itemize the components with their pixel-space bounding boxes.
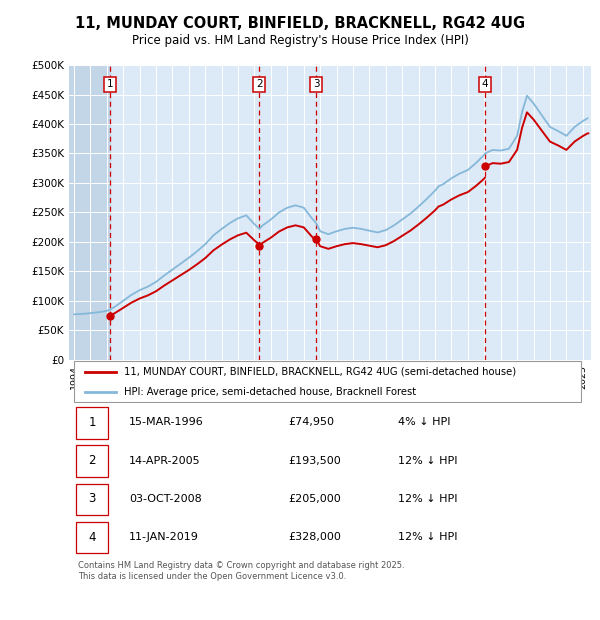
Text: HPI: Average price, semi-detached house, Bracknell Forest: HPI: Average price, semi-detached house,…: [124, 387, 416, 397]
Text: 12% ↓ HPI: 12% ↓ HPI: [398, 494, 457, 504]
Text: 1: 1: [107, 79, 113, 89]
Text: £193,500: £193,500: [288, 456, 341, 466]
FancyBboxPatch shape: [76, 522, 108, 553]
Text: 2: 2: [256, 79, 263, 89]
Text: 2: 2: [88, 454, 96, 467]
Text: 14-APR-2005: 14-APR-2005: [129, 456, 200, 466]
Text: Contains HM Land Registry data © Crown copyright and database right 2025.
This d: Contains HM Land Registry data © Crown c…: [79, 560, 405, 582]
FancyBboxPatch shape: [76, 407, 108, 438]
FancyBboxPatch shape: [76, 445, 108, 477]
Text: 15-MAR-1996: 15-MAR-1996: [129, 417, 204, 427]
FancyBboxPatch shape: [74, 361, 581, 402]
Text: 12% ↓ HPI: 12% ↓ HPI: [398, 532, 457, 542]
Bar: [69, 65, 110, 360]
Text: £74,950: £74,950: [288, 417, 334, 427]
Text: 4: 4: [482, 79, 488, 89]
Text: 3: 3: [88, 492, 95, 505]
Text: 12% ↓ HPI: 12% ↓ HPI: [398, 456, 457, 466]
Text: 11, MUNDAY COURT, BINFIELD, BRACKNELL, RG42 4UG: 11, MUNDAY COURT, BINFIELD, BRACKNELL, R…: [75, 16, 525, 31]
Text: 11, MUNDAY COURT, BINFIELD, BRACKNELL, RG42 4UG (semi-detached house): 11, MUNDAY COURT, BINFIELD, BRACKNELL, R…: [124, 366, 516, 376]
FancyBboxPatch shape: [76, 484, 108, 515]
Text: 4: 4: [88, 531, 96, 544]
Text: 03-OCT-2008: 03-OCT-2008: [129, 494, 202, 504]
Text: 1: 1: [88, 416, 96, 429]
Text: £328,000: £328,000: [288, 532, 341, 542]
Text: 4% ↓ HPI: 4% ↓ HPI: [398, 417, 451, 427]
Text: Price paid vs. HM Land Registry's House Price Index (HPI): Price paid vs. HM Land Registry's House …: [131, 35, 469, 47]
Text: 11-JAN-2019: 11-JAN-2019: [129, 532, 199, 542]
Text: 3: 3: [313, 79, 319, 89]
Text: £205,000: £205,000: [288, 494, 341, 504]
